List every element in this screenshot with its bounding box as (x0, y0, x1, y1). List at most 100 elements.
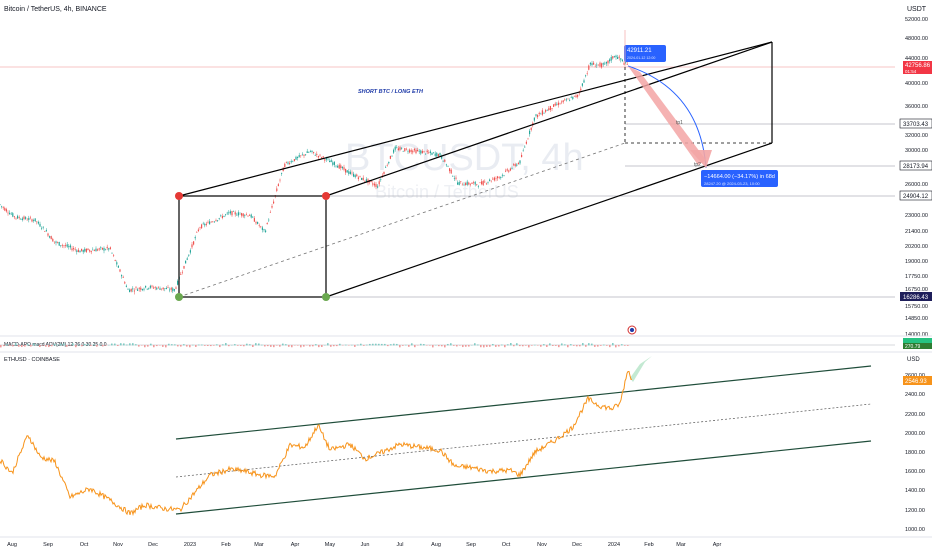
btc-candle (250, 214, 252, 218)
btc-candle (602, 63, 604, 65)
btc-candle (47, 233, 49, 236)
macd-bar (570, 344, 572, 346)
macd-bar (336, 345, 338, 347)
btc-candle (473, 182, 475, 183)
macd-bar (492, 343, 494, 346)
btc-candle (81, 248, 83, 251)
green-node-2[interactable] (322, 293, 330, 301)
macd-bar (216, 344, 218, 346)
price-tags[interactable]: 42756.86 01:54 33703.43 28173.94 24904.1… (899, 61, 932, 301)
macd-bar (117, 345, 119, 347)
macd-bar (579, 345, 581, 347)
projection-tool[interactable]: 42911.21 2024-01-12 12:00 −14664.00 (−34… (624, 30, 778, 187)
btc-candle (588, 65, 590, 70)
symbol-title[interactable]: Bitcoin / TetherUS, 4h, BINANCE (4, 6, 107, 13)
macd-bar (399, 345, 401, 348)
macd-bar (81, 345, 83, 347)
macd-bar (378, 343, 380, 346)
btc-candle (373, 183, 375, 186)
channel-mid-line[interactable] (325, 41, 773, 197)
time-axis-label: 2023 (184, 542, 196, 548)
macd-bar (369, 343, 371, 346)
btc-candle (221, 216, 223, 219)
btc-currency-label[interactable]: USDT (907, 6, 927, 13)
btc-candle (356, 174, 358, 177)
btc-candle (349, 171, 351, 175)
btc-candle (346, 170, 348, 173)
macd-bar (6, 344, 8, 346)
time-axis-label: Mar (254, 542, 264, 548)
macd-bar (207, 345, 209, 347)
macd-bar (234, 344, 236, 346)
level-tag-1[interactable] (899, 118, 932, 129)
macd-bar (597, 345, 599, 347)
red-node-1[interactable] (175, 192, 183, 200)
btc-axis-tick: 23000.00 (905, 213, 928, 219)
btc-candle (295, 156, 297, 160)
macd-bar (72, 343, 74, 346)
btc-candle (185, 260, 187, 264)
btc-candle (93, 250, 95, 252)
trade-idea-annotation[interactable]: SHORT BTC / LONG ETH (358, 89, 424, 95)
btc-candle (613, 56, 615, 58)
btc-candle (477, 186, 479, 187)
eth-price-axis[interactable]: 2600.002400.002200.002000.001800.001600.… (905, 373, 925, 533)
macd-bar (18, 345, 20, 347)
btc-candle (506, 169, 508, 171)
level-tag-4[interactable] (900, 292, 932, 301)
eth-channel-top[interactable] (175, 365, 872, 440)
btc-candle (119, 269, 121, 272)
btc-channel-drawing[interactable] (175, 41, 773, 301)
eth-currency-label[interactable]: USD (907, 357, 920, 363)
btc-candle (332, 162, 334, 165)
channel-top-line[interactable] (178, 41, 773, 197)
channel-dashed-line[interactable] (178, 142, 626, 298)
btc-candle (141, 288, 143, 291)
macd-bar (621, 344, 623, 346)
btc-candle (172, 288, 174, 292)
macd-bar (549, 343, 551, 346)
btc-candle (257, 221, 259, 224)
btc-candle (417, 150, 419, 152)
btc-candle (49, 236, 51, 238)
eth-channel-drawing[interactable] (175, 356, 872, 515)
macd-bar (243, 345, 245, 347)
btc-candle (410, 150, 412, 152)
eth-title[interactable]: ETHUSD · COINBASE (4, 357, 60, 363)
channel-bottom-line[interactable] (325, 142, 773, 298)
btc-candle (0, 204, 1, 205)
macd-bar (177, 345, 179, 347)
macd-bar (537, 345, 539, 346)
measure-top-box[interactable] (624, 45, 666, 62)
btc-candle (413, 148, 415, 151)
btc-candle (562, 100, 564, 103)
macd-bar (387, 345, 389, 347)
btc-candle (12, 213, 14, 217)
green-node-1[interactable] (175, 293, 183, 301)
box-range[interactable] (178, 195, 327, 298)
time-axis[interactable]: Aug Sep Oct Nov Dec 2023 Feb Mar Apr May Jun Jul Aug… (7, 542, 721, 548)
btc-candle (180, 273, 182, 275)
btc-candle (276, 188, 278, 191)
btc-axis-tick: 26000.00 (905, 182, 928, 188)
eth-last-tag[interactable] (903, 376, 932, 385)
btc-candle (63, 245, 65, 246)
macd-bar (132, 343, 134, 346)
macd-bar (543, 344, 545, 346)
level-tag-3[interactable] (899, 190, 932, 201)
measure-result-box[interactable] (701, 170, 778, 187)
btc-candle (255, 222, 257, 224)
eth-channel-bottom[interactable] (175, 440, 872, 515)
btc-candle (186, 258, 188, 260)
indicator-value-tag[interactable] (903, 343, 932, 349)
last-price-tag[interactable] (903, 61, 932, 74)
btc-axis-tick: 14850.00 (905, 316, 928, 322)
macd-bar (504, 345, 506, 348)
level-tag-2[interactable] (899, 160, 932, 171)
btc-candle (404, 148, 406, 152)
eth-channel-mid[interactable] (175, 403, 872, 478)
event-icon-dot (630, 328, 634, 332)
macd-bar (63, 343, 65, 346)
red-node-2[interactable] (322, 192, 330, 200)
